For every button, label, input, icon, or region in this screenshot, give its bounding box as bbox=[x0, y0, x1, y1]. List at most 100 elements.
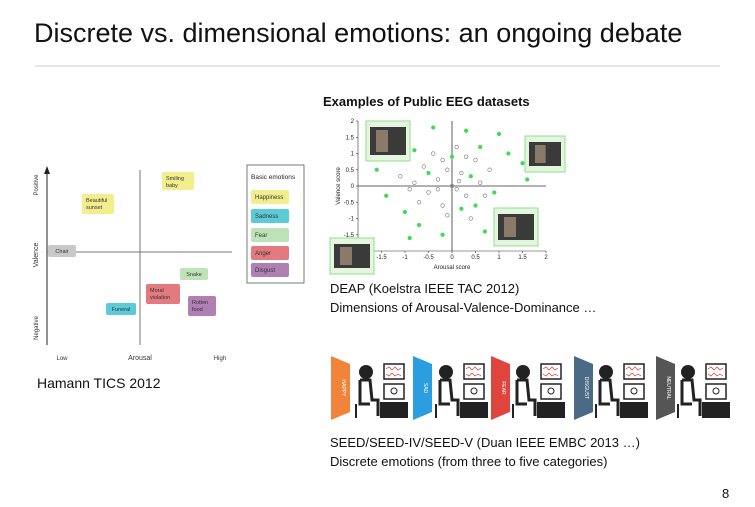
emotion-label-line: Beautiful bbox=[86, 198, 107, 204]
eeg-trace bbox=[625, 366, 642, 377]
point bbox=[482, 229, 488, 234]
legend-swatch bbox=[251, 209, 289, 223]
point bbox=[417, 222, 422, 228]
point bbox=[459, 170, 464, 176]
slide-title: Discrete vs. dimensional emotions: an on… bbox=[34, 18, 682, 48]
point bbox=[407, 235, 412, 241]
point bbox=[435, 187, 441, 192]
emotion-box bbox=[180, 268, 208, 280]
point bbox=[454, 144, 459, 150]
emotion-label: Moral violation bbox=[150, 288, 170, 301]
emotion-label: Chair bbox=[55, 249, 68, 255]
point bbox=[384, 193, 389, 198]
point bbox=[482, 193, 488, 198]
eye-icon bbox=[470, 387, 478, 395]
legend-label: Happiness bbox=[255, 195, 283, 201]
x-tick-label: 0.5 bbox=[471, 255, 480, 261]
point bbox=[459, 206, 464, 211]
caption: Hamann TICS 2012 bbox=[37, 375, 161, 391]
x-tick-label: -0.5 bbox=[423, 255, 434, 261]
point bbox=[426, 170, 431, 176]
monitor-bottom bbox=[705, 383, 727, 400]
monitor-bottom bbox=[540, 383, 562, 400]
point bbox=[473, 203, 478, 208]
y-tick-label: -0.5 bbox=[344, 200, 355, 206]
x-tick-label: 2 bbox=[544, 255, 548, 261]
point bbox=[421, 164, 426, 169]
point bbox=[487, 167, 492, 172]
caption: DEAP (Koelstra IEEE TAC 2012) bbox=[330, 281, 519, 296]
desk bbox=[537, 402, 565, 418]
emotion-label-line: sunset bbox=[86, 205, 103, 211]
arrow bbox=[44, 166, 50, 174]
axis-label: Low bbox=[56, 356, 68, 362]
legend-swatch bbox=[251, 228, 289, 242]
stimulus-panel bbox=[491, 356, 510, 420]
y-tick-label: 0.5 bbox=[346, 168, 355, 174]
stimulus-label: SAD bbox=[422, 383, 428, 394]
subject-body bbox=[680, 378, 702, 416]
x-tick-label: 1 bbox=[497, 255, 501, 261]
point bbox=[454, 187, 459, 192]
emotion-label-line: food bbox=[192, 307, 203, 313]
point bbox=[412, 180, 417, 185]
point bbox=[417, 200, 422, 205]
emotion-box bbox=[188, 296, 216, 316]
x-tick-label: 0 bbox=[450, 255, 454, 261]
monitor-bottom bbox=[383, 383, 405, 400]
point bbox=[445, 213, 450, 218]
emotion-box bbox=[106, 303, 136, 315]
point bbox=[440, 157, 445, 163]
eye-icon bbox=[390, 387, 398, 395]
caption: Dimensions of Arousal-Valence-Dominance … bbox=[330, 300, 596, 315]
x-tick-label: 1.5 bbox=[518, 255, 527, 261]
monitor-top bbox=[623, 363, 645, 380]
stimulus-panel bbox=[413, 356, 432, 420]
eye-icon bbox=[547, 387, 555, 395]
subject-head bbox=[359, 365, 373, 379]
emotion-label: Funeral bbox=[112, 307, 131, 313]
axis-label: Positive bbox=[34, 174, 40, 196]
emotion-box bbox=[146, 284, 180, 304]
desk bbox=[460, 402, 488, 418]
y-tick-label: -1 bbox=[349, 217, 355, 223]
stimulus-label: FEAR bbox=[500, 381, 506, 395]
axis-label: Arousal bbox=[128, 355, 152, 362]
monitor-top bbox=[705, 363, 727, 380]
emotion-label-line: Moral bbox=[150, 288, 164, 294]
emotion-box bbox=[162, 172, 194, 190]
stimulus-panel bbox=[331, 356, 350, 420]
subject-body bbox=[598, 378, 620, 416]
emotion-label: Beautiful sunset bbox=[86, 198, 107, 211]
y-axis-label: Valence score bbox=[336, 167, 342, 205]
point bbox=[449, 183, 455, 189]
point bbox=[478, 144, 483, 150]
stimulus-label: DISGUST bbox=[583, 377, 589, 399]
point bbox=[412, 148, 417, 153]
subject-body bbox=[438, 378, 460, 416]
point bbox=[492, 190, 497, 195]
legend-label: Disgust bbox=[255, 268, 275, 274]
stimulus-label: NEUTRAL bbox=[665, 376, 671, 400]
emotion-label: Smiling baby bbox=[166, 176, 184, 189]
emotion-box bbox=[48, 245, 76, 257]
point bbox=[445, 167, 450, 172]
legend-label: Anger bbox=[255, 251, 271, 257]
point bbox=[478, 180, 483, 185]
legend-swatch bbox=[251, 263, 289, 277]
subject-head bbox=[681, 365, 695, 379]
point bbox=[464, 154, 469, 159]
point bbox=[464, 128, 469, 133]
emotion-label: Rotten food bbox=[192, 300, 208, 313]
point bbox=[468, 216, 473, 221]
point bbox=[473, 157, 478, 163]
x-axis-label: Arousal score bbox=[434, 265, 471, 271]
monitor-top bbox=[383, 363, 405, 380]
monitor-top bbox=[540, 363, 562, 380]
desk bbox=[620, 402, 648, 418]
subject-body bbox=[358, 378, 380, 416]
stimulus-label: HAPPY bbox=[340, 380, 346, 398]
emotion-box bbox=[82, 194, 114, 214]
eye-icon bbox=[630, 387, 638, 395]
